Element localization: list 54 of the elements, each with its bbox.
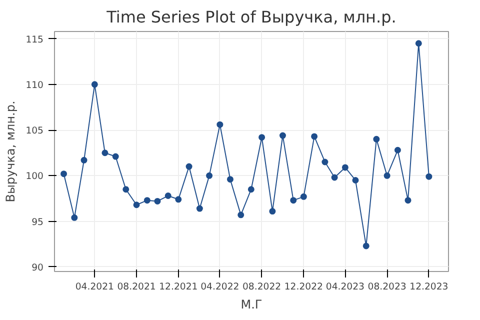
- x-tick-label: 04.2021: [75, 282, 114, 292]
- y-tick-label: 95: [32, 216, 44, 228]
- point: [164, 192, 172, 200]
- point: [426, 173, 432, 180]
- point: [248, 186, 254, 193]
- x-tick-label: 12.2022: [284, 282, 323, 292]
- point: [331, 174, 338, 181]
- point: [352, 177, 359, 184]
- x-tick-label: 04.2023: [326, 282, 365, 292]
- point: [91, 81, 98, 88]
- point: [311, 133, 318, 140]
- point: [71, 214, 78, 221]
- point: [216, 121, 224, 128]
- x-tick-label: 12.2021: [159, 282, 198, 292]
- point: [404, 197, 412, 204]
- point: [373, 136, 380, 142]
- x-tick-label: 04.2022: [200, 282, 240, 292]
- point: [300, 193, 307, 200]
- point: [415, 40, 422, 47]
- chart-title: Time Series Plot of Выручка, млн.р.: [106, 8, 396, 26]
- point: [144, 197, 150, 204]
- point: [258, 134, 266, 141]
- point: [80, 156, 88, 164]
- point: [196, 205, 203, 212]
- point: [175, 196, 182, 203]
- point: [322, 158, 328, 166]
- point: [60, 170, 68, 178]
- point: [279, 132, 286, 139]
- point: [269, 208, 276, 215]
- point: [122, 186, 130, 193]
- point: [154, 198, 161, 204]
- y-tick-label: 100: [26, 171, 44, 182]
- x-tick-label: 08.2022: [242, 282, 282, 292]
- point: [206, 172, 213, 179]
- point: [186, 163, 192, 170]
- x-tick-label: 08.2023: [368, 282, 406, 292]
- y-tick-label: 110: [26, 80, 44, 91]
- x-axis-title: М.Г: [240, 298, 262, 312]
- x-tick-label: 12.2023: [410, 282, 448, 292]
- point: [226, 176, 234, 183]
- y-tick-label: 105: [26, 126, 44, 137]
- point: [384, 172, 390, 179]
- point: [362, 242, 370, 250]
- y-tick-label: 115: [26, 34, 44, 46]
- x-tick-label: 08.2021: [117, 282, 156, 292]
- point: [133, 202, 140, 208]
- y-tick-label: 90: [32, 262, 44, 274]
- y-axis-title: Выручка, млн.р.: [4, 100, 18, 202]
- point: [102, 150, 108, 156]
- point: [394, 146, 401, 154]
- point: [112, 153, 119, 160]
- point: [238, 212, 244, 218]
- point: [342, 164, 348, 171]
- point: [290, 197, 297, 204]
